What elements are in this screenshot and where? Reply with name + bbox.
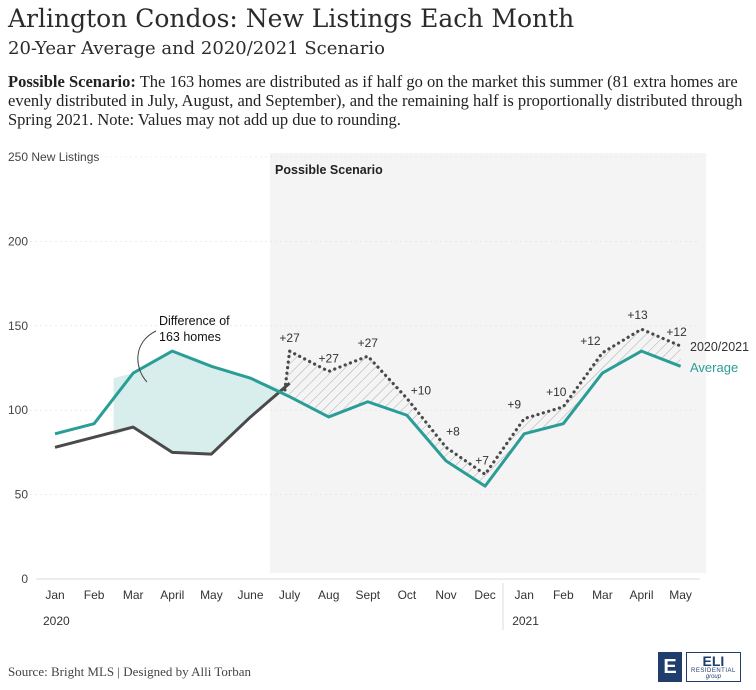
y-tick-label: 150 — [8, 319, 28, 333]
scenario-shade — [270, 153, 707, 573]
x-tick-label: Jan — [45, 588, 64, 602]
logo-mark-icon: E — [658, 652, 682, 682]
logo-line1: ELI — [702, 653, 725, 669]
x-tick-label: Aug — [318, 588, 339, 602]
series-line-average — [54, 349, 682, 488]
y-tick-label: 100 — [8, 403, 28, 417]
scenario-description: Possible Scenario: The 163 homes are dis… — [8, 72, 748, 129]
x-tick-label: Jan — [515, 588, 534, 602]
year-label: 2020 — [43, 614, 70, 628]
series-lines — [54, 327, 683, 488]
point-label: +27 — [358, 336, 379, 350]
description-text: The 163 homes are distributed as if half… — [8, 72, 743, 129]
x-tick-label: July — [279, 588, 300, 602]
x-tick-label: Feb — [84, 588, 105, 602]
point-label: +10 — [411, 383, 432, 397]
x-tick-label: May — [669, 588, 692, 602]
source-credit: Source: Bright MLS | Designed by Alli To… — [8, 664, 252, 679]
difference-annotation: Difference of 163 homes — [137, 314, 230, 383]
difference-area — [113, 351, 285, 455]
chart-subtitle: 20-Year Average and 2020/2021 Scenario — [8, 38, 385, 59]
logo-line2: RESIDENTIAL — [691, 668, 736, 674]
point-label: +12 — [666, 325, 687, 339]
x-axis: Jan Feb Mar April May June July Aug Sept Oct Nov De… — [43, 583, 692, 630]
point-labels: +27 +27 +27 +10 +8 +7 +9 +10 +12 +13 +12 — [279, 308, 687, 467]
y-tick-label: 200 — [8, 234, 28, 248]
logo-text: ELI RESIDENTIAL group — [686, 652, 741, 682]
series-line-2020-2021 — [283, 327, 683, 476]
y-tick-label-top: 250 New Listings — [8, 150, 99, 164]
x-tick-label: Mar — [592, 588, 613, 602]
y-tick-label: 0 — [21, 572, 28, 586]
x-tick-label: Oct — [398, 588, 417, 602]
logo-line3: group — [705, 674, 722, 680]
point-label: +8 — [446, 424, 460, 438]
x-tick-label: Sept — [355, 588, 380, 602]
x-tick-label: May — [200, 588, 223, 602]
x-tick-label: Nov — [435, 588, 456, 602]
x-tick-label: April — [629, 588, 653, 602]
legend-average: Average — [690, 360, 738, 375]
chart-title: Arlington Condos: New Listings Each Mont… — [8, 4, 575, 33]
x-tick-label: Dec — [474, 588, 495, 602]
scenario-label: Possible Scenario — [275, 163, 383, 177]
eli-logo: E ELI RESIDENTIAL group — [658, 650, 750, 684]
point-label: +7 — [475, 453, 489, 467]
year-label: 2021 — [512, 614, 539, 628]
x-tick-label: June — [237, 588, 263, 602]
scenario-hatch — [284, 329, 681, 487]
point-label: +12 — [580, 334, 601, 348]
point-label: +10 — [546, 385, 567, 399]
legend: 2020/2021 Average — [690, 340, 749, 375]
point-label: +9 — [507, 398, 521, 412]
annotation-line2: 163 homes — [159, 330, 221, 344]
x-tick-label: Mar — [123, 588, 144, 602]
series-line-2020-actual — [54, 382, 291, 456]
grid: 0 50 100 150 200 250 New Listings — [8, 150, 700, 586]
point-label: +13 — [627, 308, 648, 322]
annotation-line1: Difference of — [159, 314, 230, 328]
point-label: +27 — [279, 331, 300, 345]
x-tick-label: Feb — [553, 588, 574, 602]
point-label: +27 — [319, 351, 340, 365]
x-tick-label: April — [160, 588, 184, 602]
legend-scenario: 2020/2021 — [690, 340, 749, 354]
y-tick-label: 50 — [15, 488, 29, 502]
annotation-leader — [137, 330, 157, 383]
description-label: Possible Scenario: — [8, 72, 136, 91]
